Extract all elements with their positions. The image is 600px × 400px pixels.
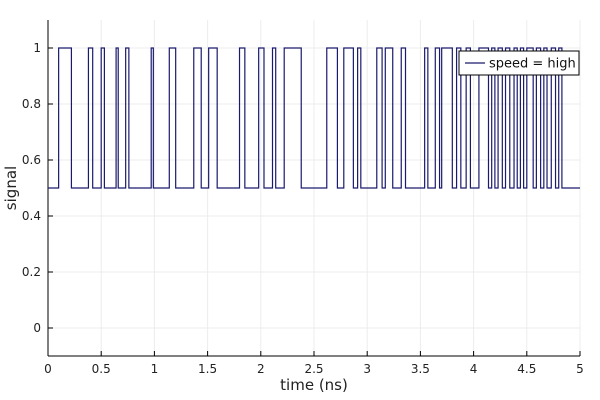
y-axis-label: signal bbox=[2, 166, 20, 210]
x-tick-label: 5 bbox=[576, 362, 584, 376]
x-tick-label: 1.5 bbox=[198, 362, 217, 376]
series-layer bbox=[48, 47, 580, 189]
x-tick-label: 3 bbox=[363, 362, 371, 376]
x-tick-label: 2 bbox=[257, 362, 265, 376]
x-axis-label: time (ns) bbox=[280, 376, 348, 394]
y-tick-label: 0.2 bbox=[22, 265, 41, 279]
legend: speed = high bbox=[458, 50, 580, 76]
y-tick-label: 0 bbox=[33, 321, 41, 335]
x-tick-label: 4.5 bbox=[517, 362, 536, 376]
y-tick-label: 0.8 bbox=[22, 97, 41, 111]
x-tick-label: 0 bbox=[44, 362, 52, 376]
y-tick-label: 0.4 bbox=[22, 209, 41, 223]
legend-label: speed = high bbox=[489, 57, 576, 72]
x-tick-label: 0.5 bbox=[92, 362, 111, 376]
ticks: 0 0.5 1 1.5 2 2.5 3 3.5 4 4.5 5 0 0.2 0.4 0.6 0.8 1 bbox=[22, 41, 584, 376]
y-tick-label: 0.6 bbox=[22, 153, 41, 167]
x-tick-label: 3.5 bbox=[411, 362, 430, 376]
x-tick-label: 2.5 bbox=[304, 362, 323, 376]
x-tick-label: 4 bbox=[470, 362, 478, 376]
x-tick-label: 1 bbox=[151, 362, 159, 376]
y-tick-label: 1 bbox=[33, 41, 41, 55]
series-line-speed-high bbox=[48, 47, 580, 189]
